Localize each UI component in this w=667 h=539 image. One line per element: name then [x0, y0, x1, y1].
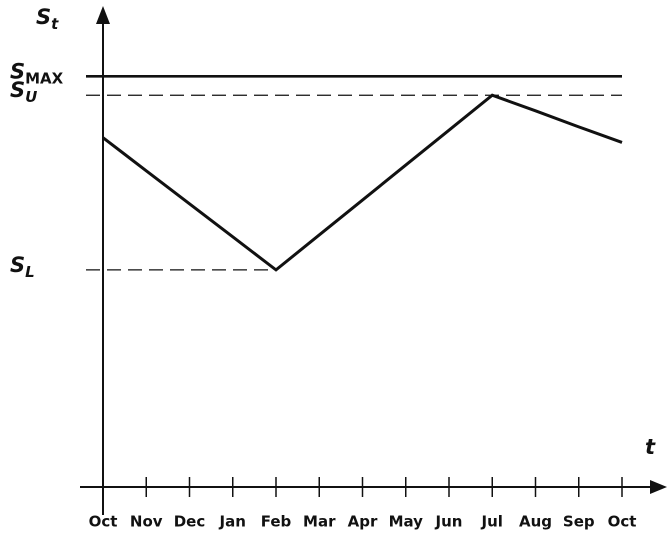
x-tick-label: Sep — [563, 513, 595, 531]
y-axis-arrow — [96, 6, 110, 24]
y-tick-label: SMAX — [10, 59, 64, 87]
x-tick-label: May — [389, 513, 424, 531]
x-tick-label: Jul — [481, 513, 503, 531]
y-axis-label: St — [36, 5, 59, 33]
x-tick-label: Apr — [348, 513, 378, 531]
x-tick-label: Nov — [130, 513, 163, 531]
x-axis-label: t — [645, 435, 656, 459]
x-tick-label: Mar — [303, 513, 336, 531]
x-tick-label: Feb — [261, 513, 292, 531]
x-tick-label: Jun — [435, 513, 463, 531]
y-tick-label: SL — [10, 253, 35, 281]
x-tick-label: Dec — [174, 513, 206, 531]
x-tick-label: Oct — [608, 513, 637, 531]
x-tick-label: Oct — [89, 513, 118, 531]
x-tick-label: Jan — [219, 513, 246, 531]
y-tick-label: SU — [10, 78, 37, 106]
x-tick-label: Aug — [519, 513, 552, 531]
data-line — [102, 93, 623, 272]
x-axis-arrow — [650, 480, 667, 494]
